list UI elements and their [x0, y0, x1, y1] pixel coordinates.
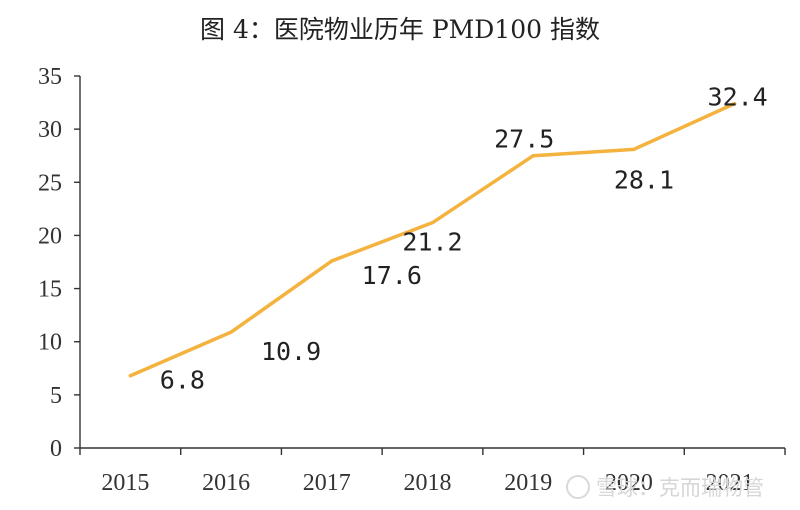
y-tick-label: 0 — [50, 436, 62, 462]
data-labels: 6.8 10.9 17.6 21.2 27.5 28.1 32.4 — [160, 83, 768, 395]
y-tick-label: 15 — [38, 277, 62, 303]
data-label: 28.1 — [614, 165, 674, 194]
x-tick-label: 2019 — [504, 470, 552, 496]
data-point — [632, 147, 636, 151]
data-point — [531, 154, 535, 158]
data-label: 6.8 — [160, 366, 205, 395]
data-label: 32.4 — [708, 83, 768, 112]
x-tick-label: 2020 — [605, 470, 653, 496]
y-tick-label: 35 — [38, 64, 62, 90]
x-tick-label: 2017 — [303, 470, 351, 496]
data-point — [128, 374, 132, 378]
data-point — [330, 259, 334, 263]
data-label: 21.2 — [402, 228, 462, 257]
x-tick-label: 2016 — [202, 470, 250, 496]
x-tick-label: 2021 — [706, 470, 754, 496]
data-point — [229, 330, 233, 334]
y-tick-label: 25 — [38, 170, 62, 196]
watermark-text: 雪球：克而瑞物管 — [596, 476, 764, 500]
data-label: 27.5 — [494, 125, 554, 154]
watermark: 雪球：克而瑞物管 — [566, 475, 764, 500]
data-point — [431, 221, 434, 225]
y-tick-label: 20 — [38, 223, 62, 249]
y-tick-label: 5 — [50, 383, 62, 409]
y-tick-label: 30 — [38, 117, 62, 143]
chart-title: 图 4：医院物业历年 PMD100 指数 — [200, 15, 600, 44]
snowball-logo-icon — [566, 475, 590, 499]
data-point — [733, 102, 737, 106]
data-label: 10.9 — [261, 337, 321, 366]
axes: 0 5 10 15 20 25 30 35 2015 2016 2017 2018 2019 2020 20… — [38, 64, 786, 496]
x-tick-label: 2018 — [404, 470, 452, 496]
series-layer — [128, 101, 737, 378]
data-label: 17.6 — [362, 261, 422, 290]
x-tick-label: 2015 — [101, 470, 149, 496]
y-tick-label: 10 — [38, 330, 62, 356]
